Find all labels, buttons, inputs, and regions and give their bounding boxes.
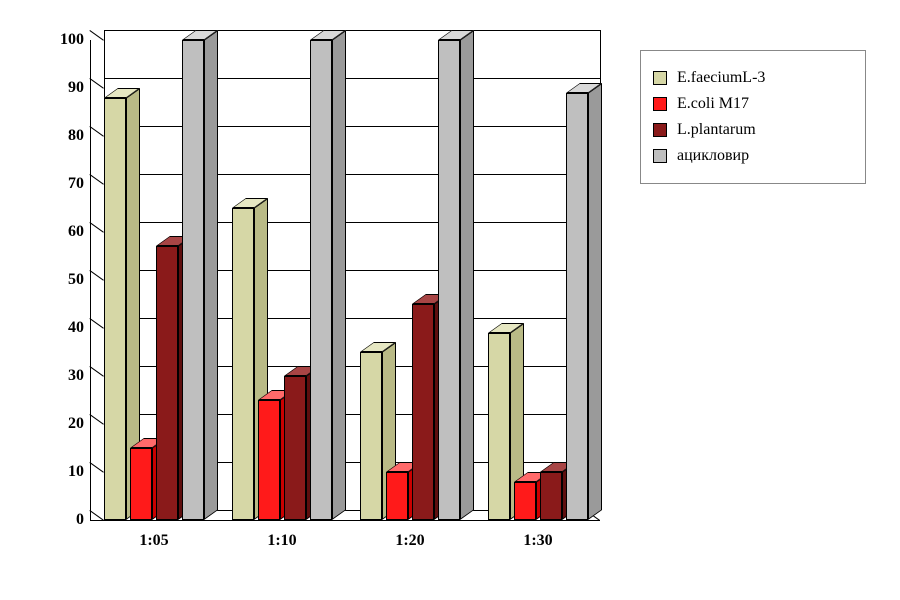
- bar-front: [386, 472, 408, 520]
- bar-efaecium: [232, 208, 254, 520]
- x-tick-label: 1:20: [395, 532, 424, 550]
- grid-line: [104, 126, 600, 127]
- y-tick-label: 80: [68, 127, 90, 145]
- grid-diagonal: [89, 270, 104, 281]
- bar-side: [204, 30, 218, 520]
- legend-label: ацикловир: [677, 147, 749, 165]
- bar-ecoli: [258, 400, 280, 520]
- bar-front: [412, 304, 434, 520]
- y-tick-label: 0: [76, 511, 90, 529]
- legend-swatch: [653, 71, 667, 85]
- bar-front: [488, 333, 510, 520]
- legend-label: L.plantarum: [677, 121, 756, 139]
- legend-item-ecoli: E.coli M17: [653, 95, 853, 113]
- y-tick-label: 60: [68, 223, 90, 241]
- bar-front: [438, 40, 460, 520]
- y-tick-label: 30: [68, 367, 90, 385]
- legend-label: E.faeciumL-3: [677, 69, 765, 87]
- bar-efaecium: [360, 352, 382, 520]
- bar-lplantarum: [540, 472, 562, 520]
- y-tick-label: 100: [60, 31, 90, 49]
- y-tick-label: 20: [68, 415, 90, 433]
- grid-diagonal: [89, 78, 104, 89]
- bar-acyclovir: [438, 40, 460, 520]
- legend-swatch: [653, 149, 667, 163]
- bar-front: [182, 40, 204, 520]
- bar-ecoli: [130, 448, 152, 520]
- legend-swatch: [653, 97, 667, 111]
- bar-side: [588, 83, 602, 520]
- y-axis-line: [90, 40, 91, 520]
- grid-diagonal: [89, 30, 104, 41]
- bar-front: [156, 246, 178, 520]
- grid-line: [104, 78, 600, 79]
- bar-efaecium: [488, 333, 510, 520]
- legend-swatch: [653, 123, 667, 137]
- grid-diagonal: [89, 222, 104, 233]
- grid-diagonal: [89, 366, 104, 377]
- bar-front: [310, 40, 332, 520]
- bar-efaecium: [104, 98, 126, 520]
- grid-line: [104, 222, 600, 223]
- bar-lplantarum: [412, 304, 434, 520]
- grid-line: [104, 174, 600, 175]
- bar-lplantarum: [156, 246, 178, 520]
- bar-side: [332, 30, 346, 520]
- y-tick-label: 10: [68, 463, 90, 481]
- bar-front: [130, 448, 152, 520]
- grid-line: [104, 30, 600, 31]
- bar-acyclovir: [182, 40, 204, 520]
- bar-front: [284, 376, 306, 520]
- y-tick-label: 70: [68, 175, 90, 193]
- bar-front: [360, 352, 382, 520]
- legend-label: E.coli M17: [677, 95, 749, 113]
- bar-ecoli: [514, 482, 536, 520]
- legend-item-efaecium: E.faeciumL-3: [653, 69, 853, 87]
- legend: E.faeciumL-3 E.coli M17 L.plantarum ациклов…: [640, 50, 866, 184]
- grid-diagonal: [89, 414, 104, 425]
- bar-ecoli: [386, 472, 408, 520]
- x-axis-line: [90, 520, 600, 521]
- grid-diagonal: [89, 174, 104, 185]
- bar-front: [104, 98, 126, 520]
- x-tick-label: 1:10: [267, 532, 296, 550]
- y-tick-label: 40: [68, 319, 90, 337]
- y-tick-label: 50: [68, 271, 90, 289]
- bar-front: [566, 93, 588, 520]
- grid-diagonal: [89, 462, 104, 473]
- plot-area: 0102030405060708090100: [90, 30, 600, 520]
- grid-diagonal: [89, 126, 104, 137]
- grid-diagonal: [89, 318, 104, 329]
- y-tick-label: 90: [68, 79, 90, 97]
- bar-front: [514, 482, 536, 520]
- legend-item-lplantarum: L.plantarum: [653, 121, 853, 139]
- x-axis: 1:05 1:10 1:20 1:30: [90, 524, 600, 554]
- bar-front: [258, 400, 280, 520]
- bar-chart: 0102030405060708090100 1:051:101:201:30 …: [30, 20, 870, 580]
- legend-item-acyclovir: ацикловир: [653, 147, 853, 165]
- bar-acyclovir: [566, 93, 588, 520]
- bar-front: [540, 472, 562, 520]
- bar-front: [232, 208, 254, 520]
- bar-lplantarum: [284, 376, 306, 520]
- bar-side: [460, 30, 474, 520]
- x-tick-label: 1:05: [139, 532, 168, 550]
- bar-acyclovir: [310, 40, 332, 520]
- x-tick-label: 1:30: [523, 532, 552, 550]
